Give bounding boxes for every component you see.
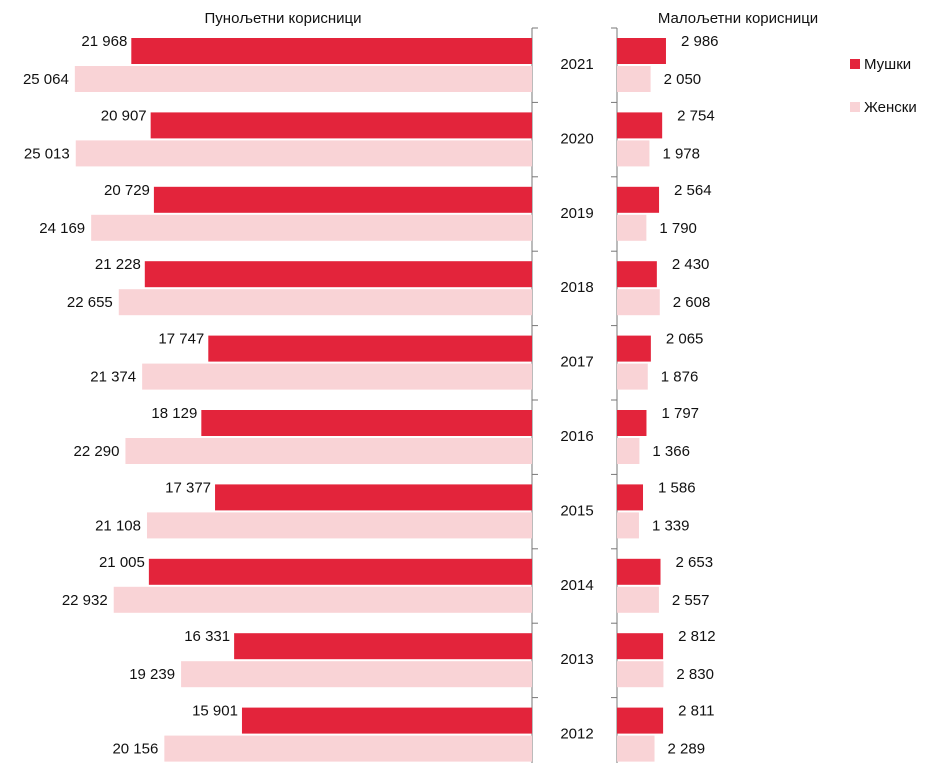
bar (241, 707, 532, 734)
value-label: 22 655 (67, 294, 113, 311)
bar (118, 289, 532, 316)
value-label: 2 754 (677, 107, 715, 124)
y-tick-label: 2012 (560, 726, 593, 743)
bar (617, 661, 664, 688)
value-label: 21 374 (90, 369, 136, 386)
panel-title: Малољетни корисници (658, 10, 818, 27)
bar (142, 363, 532, 390)
bar (208, 335, 532, 362)
bar (617, 586, 659, 613)
legend-swatch (850, 102, 860, 112)
bar (75, 140, 532, 167)
bar (617, 38, 666, 64)
value-label: 17 747 (158, 331, 204, 348)
bar (181, 661, 533, 688)
bar (617, 363, 648, 390)
bar (617, 633, 664, 660)
y-tick-label: 2021 (560, 56, 593, 73)
value-label: 1 790 (659, 220, 697, 237)
value-label: 25 064 (23, 71, 69, 88)
value-label: 2 830 (676, 666, 714, 683)
value-label: 20 156 (112, 741, 158, 758)
value-label: 1 797 (661, 405, 699, 422)
value-label: 21 968 (81, 33, 127, 50)
value-label: 18 129 (151, 405, 197, 422)
bar (617, 66, 651, 92)
value-label: 20 907 (101, 107, 147, 124)
y-tick-label: 2013 (560, 651, 593, 668)
value-label: 2 065 (666, 331, 704, 348)
value-label: 22 290 (74, 443, 120, 460)
bar (144, 261, 533, 288)
value-label: 22 932 (62, 592, 108, 609)
value-label: 1 876 (661, 369, 699, 386)
bar (113, 586, 532, 613)
value-label: 17 377 (165, 479, 211, 496)
bar (148, 558, 532, 585)
bar (146, 512, 532, 539)
panel-title: Пунољетни корисници (205, 10, 362, 27)
value-label: 2 986 (681, 33, 719, 50)
value-label: 1 978 (662, 145, 700, 162)
bar (201, 410, 533, 436)
value-label: 1 366 (652, 443, 690, 460)
value-label: 2 608 (673, 294, 711, 311)
value-label: 2 564 (674, 182, 712, 199)
value-label: 25 013 (24, 145, 70, 162)
value-label: 2 812 (678, 628, 716, 645)
value-label: 15 901 (192, 703, 238, 720)
value-label: 21 228 (95, 256, 141, 273)
bar (125, 438, 533, 464)
bar (164, 735, 532, 762)
y-tick-label: 2016 (560, 428, 593, 445)
value-label: 21 108 (95, 517, 141, 534)
bar (617, 186, 660, 213)
bar (617, 484, 644, 511)
bar (617, 438, 640, 464)
value-label: 21 005 (99, 554, 145, 571)
bar (617, 289, 660, 316)
bar (215, 484, 532, 511)
value-label: 2 050 (664, 71, 702, 88)
y-tick-label: 2020 (560, 130, 593, 147)
y-tick-label: 2014 (560, 577, 593, 594)
bar (74, 66, 532, 92)
y-tick-label: 2019 (560, 205, 593, 222)
bar (617, 112, 663, 139)
value-label: 1 586 (658, 479, 696, 496)
bar (617, 735, 655, 762)
value-label: 19 239 (129, 666, 175, 683)
value-label: 16 331 (184, 628, 230, 645)
bar (617, 707, 664, 734)
value-label: 2 653 (676, 554, 714, 571)
bar (617, 214, 647, 241)
bar (617, 512, 639, 539)
value-label: 20 729 (104, 182, 150, 199)
value-label: 1 339 (652, 517, 690, 534)
bar (617, 410, 647, 436)
legend-label: Мушки (864, 56, 911, 73)
value-label: 2 430 (672, 256, 710, 273)
bar (617, 261, 657, 288)
bar (153, 186, 532, 213)
y-tick-label: 2017 (560, 354, 593, 371)
value-label: 2 557 (672, 592, 710, 609)
value-label: 24 169 (39, 220, 85, 237)
bar (617, 140, 650, 167)
bar (617, 335, 651, 362)
y-tick-label: 2015 (560, 502, 593, 519)
bar (150, 112, 533, 139)
y-tick-label: 2018 (560, 279, 593, 296)
bar (234, 633, 532, 660)
bar (131, 38, 532, 64)
bar (91, 214, 532, 241)
value-label: 2 289 (668, 741, 706, 758)
legend-swatch (850, 59, 860, 69)
bar (617, 558, 661, 585)
value-label: 2 811 (678, 703, 714, 720)
legend-label: Женски (864, 99, 917, 116)
